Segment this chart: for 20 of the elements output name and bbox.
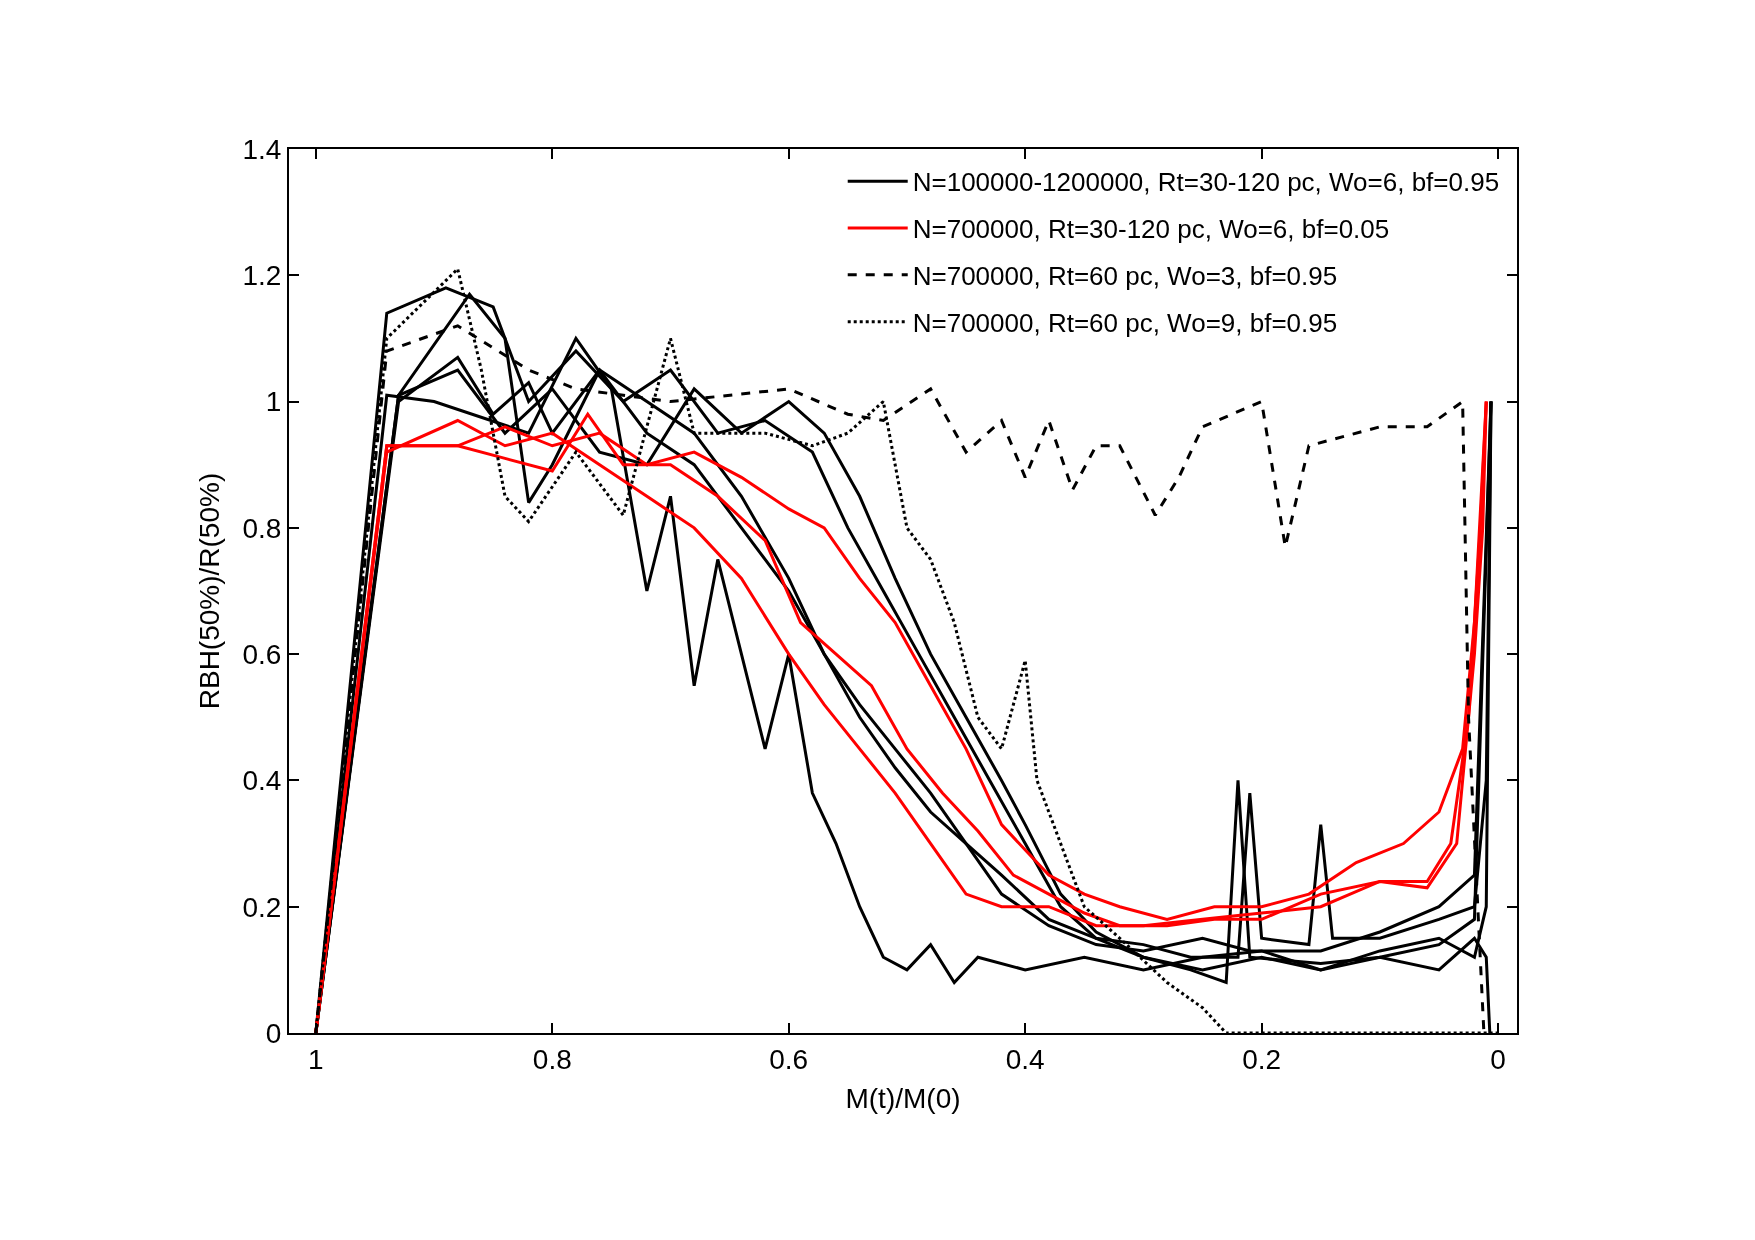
legend-label: N=700000, Rt=60 pc, Wo=9, bf=0.95 <box>912 307 1338 338</box>
legend-label: N=700000, Rt=60 pc, Wo=3, bf=0.95 <box>912 260 1338 291</box>
legend-label: N=700000, Rt=30-120 pc, Wo=6, bf=0.05 <box>912 214 1390 245</box>
x-tick-label: 0.8 <box>532 1043 572 1075</box>
x-tick-label: 0.6 <box>769 1043 809 1075</box>
x-tick-label: 1 <box>308 1043 324 1075</box>
y-tick-label: 0.6 <box>242 638 282 670</box>
y-axis-title: RBH(50%)/R(50%) <box>193 472 225 710</box>
y-tick-label: 0.4 <box>242 765 282 797</box>
x-axis-title: M(t)/M(0) <box>845 1083 961 1115</box>
x-tick-label: 0.4 <box>1005 1043 1045 1075</box>
y-tick-label: 1 <box>265 386 282 418</box>
y-tick-label: 0.8 <box>242 512 282 544</box>
x-tick-label: 0 <box>1490 1043 1506 1075</box>
y-tick-label: 0 <box>265 1017 282 1049</box>
y-tick-label: 1.2 <box>242 260 282 292</box>
legend-label: N=100000-1200000, Rt=30-120 pc, Wo=6, bf=0.95 <box>912 167 1500 198</box>
y-tick-label: 0.2 <box>242 891 282 923</box>
x-tick-label: 0.2 <box>1242 1043 1282 1075</box>
y-tick-label: 1.4 <box>242 133 282 165</box>
